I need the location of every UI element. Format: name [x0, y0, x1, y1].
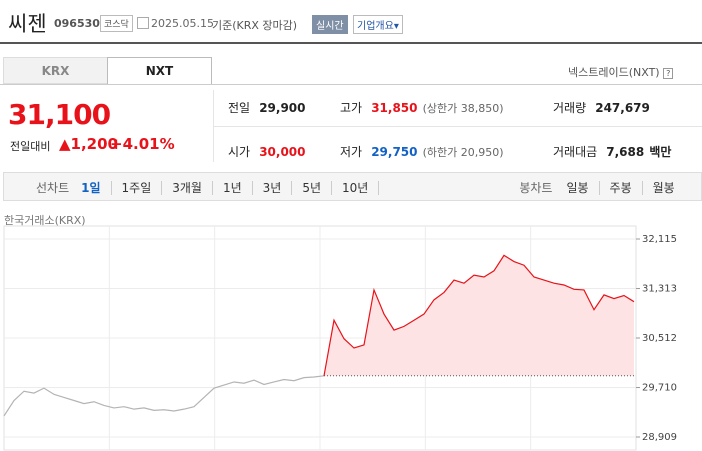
- change: 1,200: [70, 135, 118, 153]
- change-pct: +4.01%: [110, 135, 175, 153]
- controls-bar: [3, 172, 702, 201]
- stat-unit: 백만: [649, 145, 672, 159]
- period-button[interactable]: 1년: [222, 181, 253, 195]
- period-button[interactable]: 일봉: [566, 181, 600, 195]
- price-line: [323, 254, 635, 376]
- period-button[interactable]: 월봉: [652, 181, 675, 195]
- period-button[interactable]: 3년: [262, 181, 293, 195]
- area: [324, 255, 634, 376]
- nxt-link[interactable]: 넥스트레이드(NXT) ?: [568, 64, 674, 80]
- tab-divider: [0, 84, 702, 85]
- stat-label: 저가: [340, 145, 363, 159]
- basis: 기준(KRX 장마감): [212, 19, 298, 32]
- stats-divider: [213, 90, 214, 162]
- current-price: 31,100: [8, 98, 111, 131]
- period-button[interactable]: 3개월: [172, 181, 213, 195]
- stock-name: 씨젠: [8, 12, 47, 36]
- stat-label: 거래량: [553, 101, 587, 115]
- line-chart-label: 선차트: [36, 181, 70, 195]
- period-button[interactable]: 1주일: [121, 181, 163, 195]
- stat-value: 29,900: [259, 101, 306, 115]
- nxt-link-text: 넥스트레이드(NXT): [568, 66, 660, 79]
- stats-divider: [213, 126, 702, 127]
- period-button[interactable]: 10년: [342, 181, 380, 195]
- y-tick-label: 30,512: [642, 333, 677, 344]
- stat-label: 거래대금: [553, 145, 598, 159]
- realtime-button[interactable]: 실시간: [312, 15, 348, 34]
- overview-text: 기업개요: [357, 21, 394, 32]
- stat-value: 7,688: [606, 145, 645, 159]
- y-tick-label: 29,710: [642, 383, 677, 394]
- calendar-icon: [137, 17, 149, 29]
- stat-value: 31,850: [371, 101, 418, 115]
- chart-source: 한국거래소(KRX): [4, 214, 86, 227]
- stat-note: (상한가 38,850): [422, 102, 504, 115]
- y-tick-label: 32,115: [642, 234, 677, 245]
- help-icon: ?: [663, 68, 674, 79]
- controls: 선차트 1일 1주일 3개월 1년 3년 5년 10년 봉차트 일봉 주봉 월봉: [36, 179, 695, 196]
- stat-label: 전일: [228, 101, 251, 115]
- period-button[interactable]: 5년: [302, 181, 333, 195]
- stat-value: 247,679: [595, 101, 650, 115]
- price-line: [3, 375, 325, 417]
- date: 2025.05.15: [151, 17, 214, 30]
- tab[interactable]: KRX: [3, 57, 108, 84]
- stock-code: 096530: [54, 17, 100, 30]
- y-tick-label: 31,313: [642, 284, 677, 295]
- stat-value: 29,750: [371, 145, 418, 159]
- stat-label: 고가: [340, 101, 363, 115]
- change-label: 전일대비: [10, 140, 51, 153]
- market-badge: 코스닥: [100, 15, 133, 32]
- period-button[interactable]: 1일: [81, 181, 112, 195]
- overview-button[interactable]: 기업개요▾: [353, 15, 403, 34]
- candle-chart-label: 봉차트: [519, 181, 553, 195]
- period-button[interactable]: 주봉: [609, 181, 643, 195]
- tab[interactable]: NXT: [107, 57, 212, 85]
- stat-label: 시가: [228, 145, 251, 159]
- stat-value: 30,000: [259, 145, 306, 159]
- header-divider: [0, 42, 702, 44]
- y-tick-label: 28,909: [642, 432, 677, 443]
- stat-note: (하한가 20,950): [422, 146, 504, 159]
